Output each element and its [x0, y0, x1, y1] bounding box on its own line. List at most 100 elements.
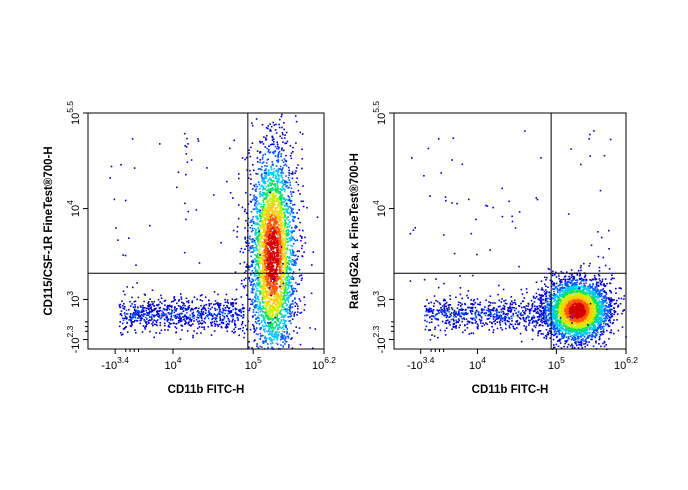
event-dot: [169, 305, 172, 307]
event-dot: [286, 298, 288, 300]
event-dot: [296, 332, 299, 334]
event-dot: [501, 320, 504, 323]
event-dot: [150, 307, 152, 310]
event-dot: [471, 318, 474, 321]
event-dot: [276, 335, 279, 338]
event-dot: [283, 289, 285, 291]
event-dot: [243, 271, 246, 274]
event-dot: [146, 312, 149, 314]
event-dot: [204, 307, 206, 309]
event-dot: [117, 239, 119, 241]
event-dot: [296, 239, 299, 242]
event-dot: [430, 301, 432, 304]
event-dot: [148, 316, 151, 319]
event-dot: [247, 177, 250, 179]
event-dot: [495, 308, 498, 310]
event-dot: [296, 283, 299, 286]
event-dot: [475, 317, 478, 319]
event-dot: [258, 183, 261, 186]
event-dot: [214, 314, 217, 316]
event-dot: [262, 283, 265, 286]
event-dot: [271, 291, 273, 293]
event-dot: [478, 318, 481, 321]
event-dot: [530, 309, 532, 312]
event-dot: [289, 202, 292, 204]
event-dot: [263, 291, 265, 294]
event-dot: [285, 260, 287, 262]
event-dot: [268, 145, 270, 147]
event-dot: [288, 291, 291, 293]
event-dot: [301, 167, 303, 170]
event-dot: [255, 207, 257, 210]
event-dot: [464, 329, 466, 331]
event-dot: [271, 198, 274, 200]
event-dot: [486, 323, 489, 325]
event-dot: [301, 277, 303, 279]
event-dot: [258, 265, 260, 267]
event-dot: [589, 318, 592, 320]
event-dot: [263, 301, 265, 303]
event-dot: [244, 324, 247, 327]
event-dot: [251, 122, 253, 124]
event-dot: [271, 333, 274, 335]
event-dot: [173, 309, 176, 311]
event-dot: [252, 323, 254, 326]
event-dot: [275, 261, 277, 263]
event-dot: [271, 210, 273, 213]
event-dot: [262, 192, 264, 195]
event-dot: [255, 297, 257, 299]
event-dot: [287, 199, 289, 201]
event-dot: [264, 228, 267, 230]
event-dot: [187, 322, 190, 324]
event-dot: [268, 330, 270, 333]
event-dot: [520, 314, 522, 317]
event-dot: [167, 325, 170, 328]
event-dot: [292, 146, 294, 149]
event-dot: [445, 322, 448, 325]
event-dot: [281, 194, 284, 196]
event-dot: [276, 261, 279, 264]
event-dot: [270, 282, 272, 285]
event-dot: [274, 216, 276, 218]
event-dot: [209, 308, 212, 310]
event-dot: [250, 255, 252, 258]
event-dot: [122, 328, 125, 330]
event-dot: [257, 168, 260, 170]
event-dot: [249, 265, 252, 268]
event-dot: [312, 251, 315, 253]
event-dot: [262, 187, 265, 190]
event-dot: [431, 318, 433, 321]
event-dot: [265, 311, 268, 313]
event-dot: [490, 309, 493, 311]
event-dot: [241, 322, 244, 324]
event-dot: [298, 229, 301, 231]
event-dot: [448, 304, 451, 306]
event-dot: [249, 298, 252, 301]
event-dot: [232, 308, 234, 311]
event-dot: [603, 345, 606, 348]
event-dot: [429, 338, 432, 341]
event-dot: [161, 302, 163, 305]
event-dot: [231, 320, 233, 323]
event-dot: [120, 310, 123, 312]
event-dot: [253, 261, 256, 263]
event-dot: [265, 280, 268, 283]
event-dot: [269, 223, 271, 225]
event-dot: [282, 179, 284, 181]
event-dot: [532, 296, 535, 299]
event-dot: [266, 215, 269, 218]
event-dot: [503, 312, 505, 314]
event-dot: [517, 311, 520, 314]
event-dot: [454, 313, 457, 315]
event-dot: [266, 258, 268, 261]
event-dot: [274, 244, 276, 247]
event-dot: [265, 315, 268, 317]
event-dot: [284, 319, 286, 322]
event-dot: [271, 310, 273, 312]
event-dot: [193, 330, 195, 332]
event-dot: [474, 306, 477, 309]
event-dot: [282, 232, 284, 234]
event-dot: [222, 311, 224, 314]
event-dot: [292, 303, 294, 305]
event-dot: [264, 247, 267, 249]
